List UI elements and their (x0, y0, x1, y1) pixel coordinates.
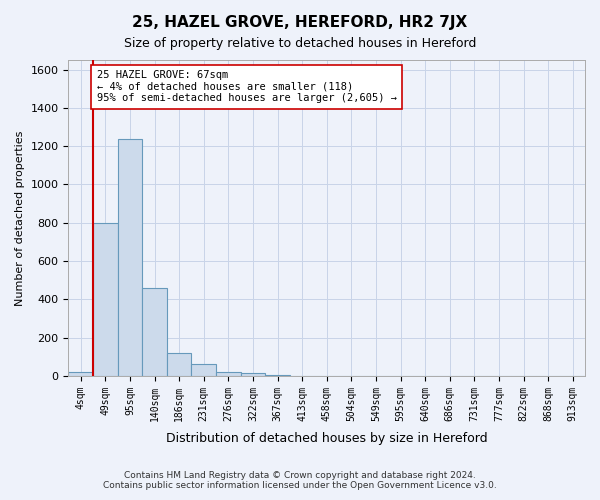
Bar (68, 372, 93, 376)
Bar (265, 375, 290, 376)
Bar (93, 222, 118, 376)
Bar (142, 288, 167, 376)
Bar (216, 372, 241, 376)
Bar (191, 364, 216, 376)
Bar (167, 353, 191, 376)
Text: 25, HAZEL GROVE, HEREFORD, HR2 7JX: 25, HAZEL GROVE, HEREFORD, HR2 7JX (133, 15, 467, 30)
Bar (241, 373, 265, 376)
Bar (118, 138, 142, 376)
Text: 25 HAZEL GROVE: 67sqm
← 4% of detached houses are smaller (118)
95% of semi-deta: 25 HAZEL GROVE: 67sqm ← 4% of detached h… (97, 70, 397, 103)
X-axis label: Distribution of detached houses by size in Hereford: Distribution of detached houses by size … (166, 432, 488, 445)
Y-axis label: Number of detached properties: Number of detached properties (15, 130, 25, 306)
Text: Contains HM Land Registry data © Crown copyright and database right 2024.
Contai: Contains HM Land Registry data © Crown c… (103, 470, 497, 490)
Text: Size of property relative to detached houses in Hereford: Size of property relative to detached ho… (124, 38, 476, 51)
